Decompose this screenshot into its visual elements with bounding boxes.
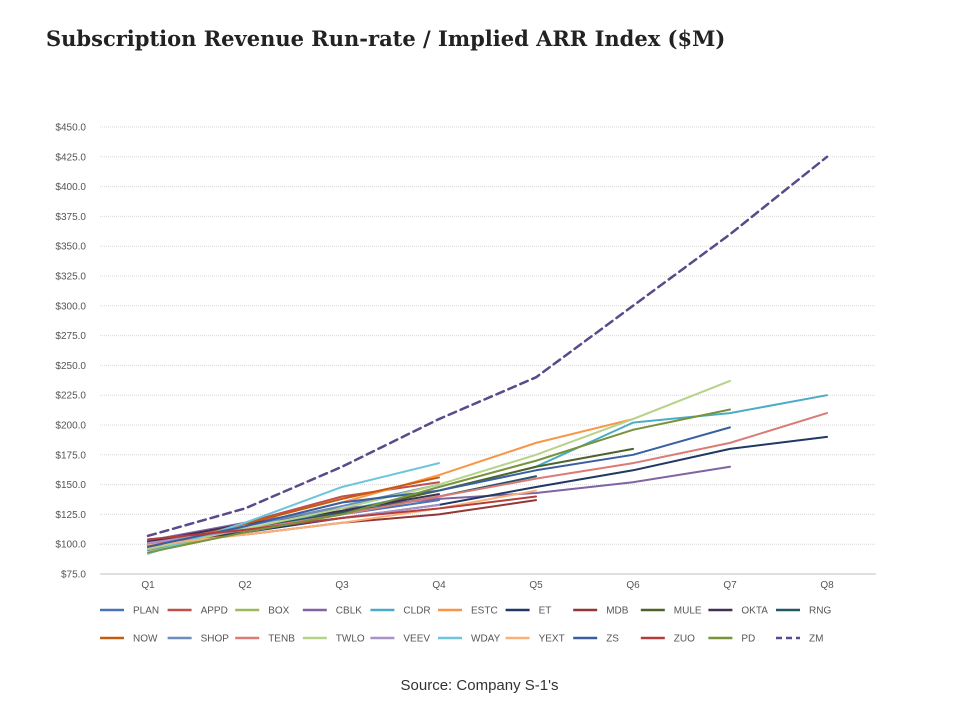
series-line-zm <box>146 155 829 538</box>
y-tick-label: $325.0 <box>55 272 86 283</box>
series-line-twlo <box>147 379 731 550</box>
y-tick-label: $275.0 <box>55 331 86 342</box>
legend: PLAN APPD BOX CBLK CLDR ESTC ET MDB MULE OKTA RNG N… <box>100 606 831 645</box>
x-tick-label: Q4 <box>432 580 446 591</box>
line-chart: $75.0 $100.0 $125.0 $150.0 $175.0 $200.0 $225.… <box>55 123 876 645</box>
y-tick-label: $375.0 <box>55 212 86 223</box>
legend-label: CLDR <box>403 606 430 617</box>
series-line-zs <box>147 426 731 548</box>
legend-label: VEEV <box>403 634 430 645</box>
series-line-pd <box>147 408 731 554</box>
y-tick-label: $400.0 <box>55 182 86 193</box>
y-tick-label: $350.0 <box>55 242 86 253</box>
y-tick-label: $200.0 <box>55 421 86 432</box>
y-tick-label: $450.0 <box>55 123 86 134</box>
legend-label: ZUO <box>674 634 695 645</box>
legend-label: YEXT <box>539 634 565 645</box>
legend-label: WDAY <box>471 634 501 645</box>
legend-label: TWLO <box>336 634 365 645</box>
x-tick-label: Q2 <box>238 580 252 591</box>
legend-label: MDB <box>606 606 629 617</box>
y-tick-label: $100.0 <box>55 540 86 551</box>
legend-label: NOW <box>133 634 158 645</box>
legend-label: ZM <box>809 634 823 645</box>
x-axis-ticks: Q1 Q2 Q3 Q4 Q5 Q6 Q7 Q8 <box>141 580 834 591</box>
y-tick-label: $225.0 <box>55 391 86 402</box>
legend-label: ZS <box>606 634 619 645</box>
y-tick-label: $125.0 <box>55 510 86 521</box>
legend-label: PLAN <box>133 606 159 617</box>
y-tick-label: $150.0 <box>55 480 86 491</box>
series-line-okta <box>147 493 440 543</box>
legend-label: SHOP <box>201 634 230 645</box>
x-tick-label: Q1 <box>141 580 155 591</box>
series-line-zuo <box>147 495 537 541</box>
x-tick-label: Q8 <box>820 580 834 591</box>
y-axis-ticks: $75.0 $100.0 $125.0 $150.0 $175.0 $200.0 $225.… <box>55 123 86 581</box>
legend-label: RNG <box>809 606 831 617</box>
legend-label: MULE <box>674 606 702 617</box>
legend-label: OKTA <box>741 606 768 617</box>
y-tick-label: $175.0 <box>55 450 86 461</box>
y-tick-label: $75.0 <box>61 570 86 581</box>
legend-label: APPD <box>201 606 228 617</box>
legend-label: TENB <box>268 634 295 645</box>
legend-label: ESTC <box>471 606 498 617</box>
chart-title: Subscription Revenue Run-rate / Implied … <box>46 26 726 51</box>
y-tick-label: $300.0 <box>55 301 86 312</box>
source-note: Source: Company S-1's <box>400 677 559 694</box>
y-tick-label: $250.0 <box>55 361 86 372</box>
x-tick-label: Q3 <box>335 580 349 591</box>
x-tick-label: Q5 <box>529 580 543 591</box>
legend-label: CBLK <box>336 606 362 617</box>
series-line-wday <box>147 462 440 555</box>
legend-label: PD <box>741 634 755 645</box>
legend-label: ET <box>539 606 552 617</box>
x-tick-label: Q7 <box>723 580 737 591</box>
legend-label: BOX <box>268 606 289 617</box>
grid-lines <box>100 126 876 575</box>
y-tick-label: $425.0 <box>55 152 86 163</box>
x-tick-label: Q6 <box>626 580 640 591</box>
series-lines <box>146 155 829 555</box>
